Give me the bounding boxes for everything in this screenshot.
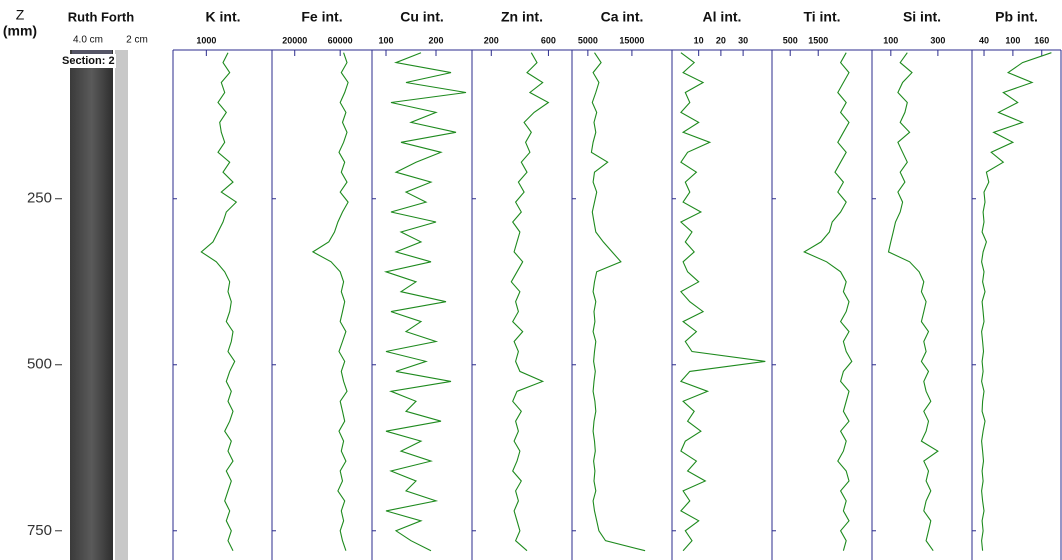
x-tick-label: 500 xyxy=(783,35,798,45)
panel-title: K int. xyxy=(206,9,241,25)
series-line xyxy=(311,52,349,551)
core-strip-label: 2 cm xyxy=(126,35,148,46)
series-line xyxy=(200,52,238,551)
x-tick-label: 30 xyxy=(738,35,748,45)
x-tick-label: 40 xyxy=(979,35,989,45)
series-line xyxy=(887,52,939,552)
core-image xyxy=(70,50,113,560)
x-tick-label: 200 xyxy=(484,35,499,45)
panel-title: Fe int. xyxy=(301,9,342,25)
x-tick-label: 60000 xyxy=(328,35,353,45)
x-tick-label: 20000 xyxy=(282,35,307,45)
panel-title: Ti int. xyxy=(803,9,840,25)
x-tick-label: 100 xyxy=(1005,35,1020,45)
x-tick-label: 5000 xyxy=(578,35,598,45)
x-tick-label: 100 xyxy=(883,35,898,45)
y-tick-label: 250 xyxy=(27,190,52,207)
panel-title: Pb int. xyxy=(995,9,1038,25)
core-top xyxy=(72,50,112,56)
series-line xyxy=(981,52,1052,551)
x-tick-label: 100 xyxy=(378,35,393,45)
x-tick-label: 160 xyxy=(1034,35,1049,45)
x-tick-label: 600 xyxy=(541,35,556,45)
x-tick-label: 10 xyxy=(694,35,704,45)
core-strip xyxy=(115,50,128,560)
panel-title: Ca int. xyxy=(601,9,644,25)
panel-title: Si int. xyxy=(903,9,941,25)
x-tick-label: 1000 xyxy=(196,35,216,45)
panel-title: Al int. xyxy=(703,9,742,25)
section-box xyxy=(60,54,116,68)
section-label: Section: 2 xyxy=(62,55,115,67)
x-tick-label: 300 xyxy=(930,35,945,45)
panel-title: Zn int. xyxy=(501,9,543,25)
series-line xyxy=(510,52,550,552)
series-line xyxy=(590,52,646,552)
panel-title: Cu int. xyxy=(400,9,444,25)
core-title: Ruth Forth xyxy=(68,9,134,24)
series-line xyxy=(383,52,467,552)
core-width-label: 4.0 cm xyxy=(73,35,103,46)
x-tick-label: 1500 xyxy=(808,35,828,45)
series-line xyxy=(679,52,766,552)
y-axis-label: Z xyxy=(16,7,25,23)
y-tick-label: 500 xyxy=(27,356,52,373)
x-tick-label: 20 xyxy=(716,35,726,45)
y-tick-label: 750 xyxy=(27,522,52,539)
series-line xyxy=(803,52,853,551)
x-tick-label: 200 xyxy=(428,35,443,45)
x-tick-label: 15000 xyxy=(619,35,644,45)
y-axis-unit: (mm) xyxy=(3,23,37,39)
